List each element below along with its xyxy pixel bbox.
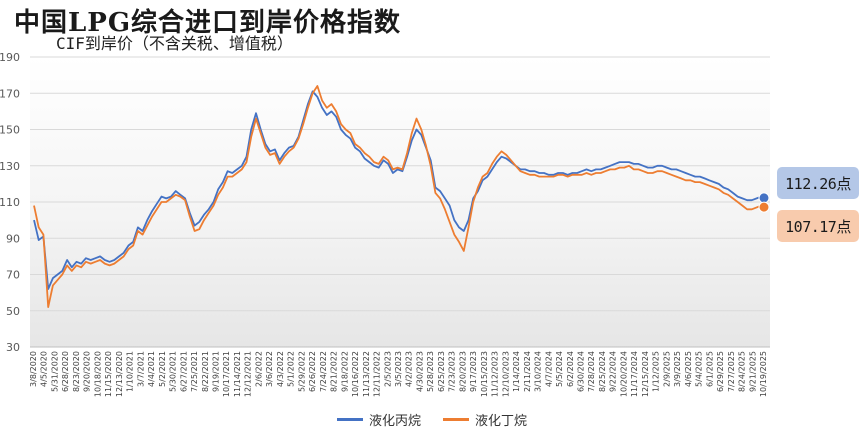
x-tick-label: 11/13/2022 [362,351,371,397]
x-tick-label: 12/13/2020 [115,351,124,397]
y-tick-label: 190 [0,51,20,64]
x-tick-label: 4/5/2020 [40,351,49,387]
y-tick-label: 170 [0,87,20,100]
x-tick-label: 6/27/2021 [179,351,188,392]
x-tick-label: 11/17/2024 [630,351,639,397]
x-tick-label: 5/31/2020 [50,351,59,392]
x-tick-label: 12/15/2024 [641,351,650,397]
x-tick-label: 8/23/2020 [72,351,81,392]
y-axis: 30 50 70 90 110 130 150 170 190 [0,51,20,354]
x-tick-label: 11/14/2021 [233,351,242,397]
x-tick-label: 4/2/2023 [405,351,414,387]
x-tick-label: 7/23/2023 [448,351,457,392]
chart-title: 中国LPG综合进口到岸价格指数 [14,8,402,38]
x-tick-label: 5/30/2021 [169,351,178,392]
series-end-marker-butane [758,201,770,213]
x-tick-label: 10/16/2022 [351,351,360,397]
x-tick-label: 5/28/2023 [426,351,435,392]
x-tick-label: 6/1/2025 [705,351,714,387]
series-line-butane [33,85,767,309]
x-tick-label: 5/5/2024 [555,351,564,387]
x-tick-label: 4/30/2023 [415,351,424,392]
propane-latest-value-label: 112.26点 [777,167,859,199]
x-tick-label: 11/15/2020 [104,351,113,397]
legend: 液化丙烷 液化丁烷 [0,410,864,429]
y-tick-label: 110 [0,196,20,209]
legend-label-propane: 液化丙烷 [368,414,421,429]
legend-item-propane[interactable]: 液化丙烷 [336,410,421,429]
legend-swatch-propane [336,418,363,421]
x-tick-label: 9/21/2025 [748,351,757,392]
x-tick-label: 6/26/2022 [308,351,317,392]
x-tick-label: 6/25/2023 [437,351,446,392]
x-tick-label: 5/29/2022 [297,351,306,392]
x-tick-label: 6/30/2024 [577,351,586,392]
x-tick-label: 7/25/2021 [190,351,199,392]
butane-latest-value-label: 107.17点 [777,210,859,242]
y-tick-label: 150 [0,124,20,137]
x-tick-label: 10/18/2020 [93,351,102,397]
x-tick-label: 3/6/2022 [265,351,274,387]
series-end-marker-propane [758,192,770,204]
x-tick-label: 9/17/2023 [469,351,478,392]
y-tick-label: 30 [6,341,20,354]
x-tick-label: 2/9/2025 [662,351,671,387]
x-tick-label: 3/7/2021 [136,351,145,387]
x-tick-label: 8/25/2024 [598,351,607,392]
x-tick-label: 3/8/2020 [29,351,38,387]
legend-label-butane: 液化丁烷 [475,414,528,429]
x-tick-label: 2/11/2024 [523,351,532,392]
x-tick-label: 6/28/2020 [61,351,70,392]
x-tick-label: 3/5/2023 [394,351,403,387]
legend-item-butane[interactable]: 液化丁烷 [443,410,527,429]
x-tick-label: 9/20/2020 [83,351,92,392]
x-tick-label: 5/2/2021 [158,351,167,387]
x-tick-label: 8/21/2022 [330,351,339,392]
x-tick-label: 5/4/2025 [695,351,704,387]
x-tick-label: 3/10/2024 [534,351,543,392]
x-tick-label: 2/6/2022 [254,351,263,387]
x-tick-label: 12/11/2022 [373,351,382,397]
x-tick-label: 12/10/2023 [501,351,510,397]
x-tick-label: 7/28/2024 [587,351,596,392]
y-tick-label: 70 [6,269,20,282]
series-lines [33,85,770,309]
x-tick-label: 2/5/2023 [383,351,392,387]
x-tick-label: 6/2/2024 [566,351,575,387]
x-tick-label: 4/6/2025 [684,351,693,387]
x-tick-label: 4/3/2022 [276,351,285,387]
series-line-propane [33,90,767,290]
x-tick-label: 12/12/2021 [244,351,253,397]
y-tick-label: 90 [6,232,20,245]
x-tick-label: 1/10/2021 [126,351,135,392]
x-tick-label: 1/12/2025 [652,351,661,392]
x-tick-label: 9/22/2024 [609,351,618,392]
x-tick-label: 3/9/2025 [673,351,682,387]
x-tick-label: 8/24/2025 [738,351,747,392]
x-tick-label: 10/17/2021 [222,351,231,397]
chart-subtitle: CIF到岸价（不含关税、增值税） [56,34,293,53]
x-tick-label: 10/19/2025 [759,351,768,397]
legend-swatch-butane [443,418,469,421]
gridlines [30,56,770,348]
x-tick-label: 4/4/2021 [147,351,156,387]
x-tick-label: 1/14/2024 [512,351,521,392]
x-tick-label: 11/12/2023 [491,351,500,397]
y-tick-label: 50 [6,305,20,318]
x-tick-label: 4/7/2024 [544,351,553,387]
x-tick-label: 9/19/2021 [212,351,221,392]
x-tick-label: 8/20/2023 [458,351,467,392]
x-tick-label: 6/29/2025 [716,351,725,392]
x-axis: 3/8/2020 4/5/2020 5/31/2020 6/28/2020 8/23/2… [29,346,770,397]
x-tick-label: 5/1/2022 [287,351,296,387]
y-tick-label: 130 [0,160,20,173]
x-tick-label: 10/20/2024 [619,351,628,397]
x-tick-label: 9/18/2022 [340,351,349,392]
x-tick-label: 7/27/2025 [727,351,736,392]
x-tick-label: 10/15/2023 [480,351,489,397]
x-tick-label: 8/22/2021 [201,351,210,392]
x-tick-label: 7/24/2022 [319,351,328,392]
